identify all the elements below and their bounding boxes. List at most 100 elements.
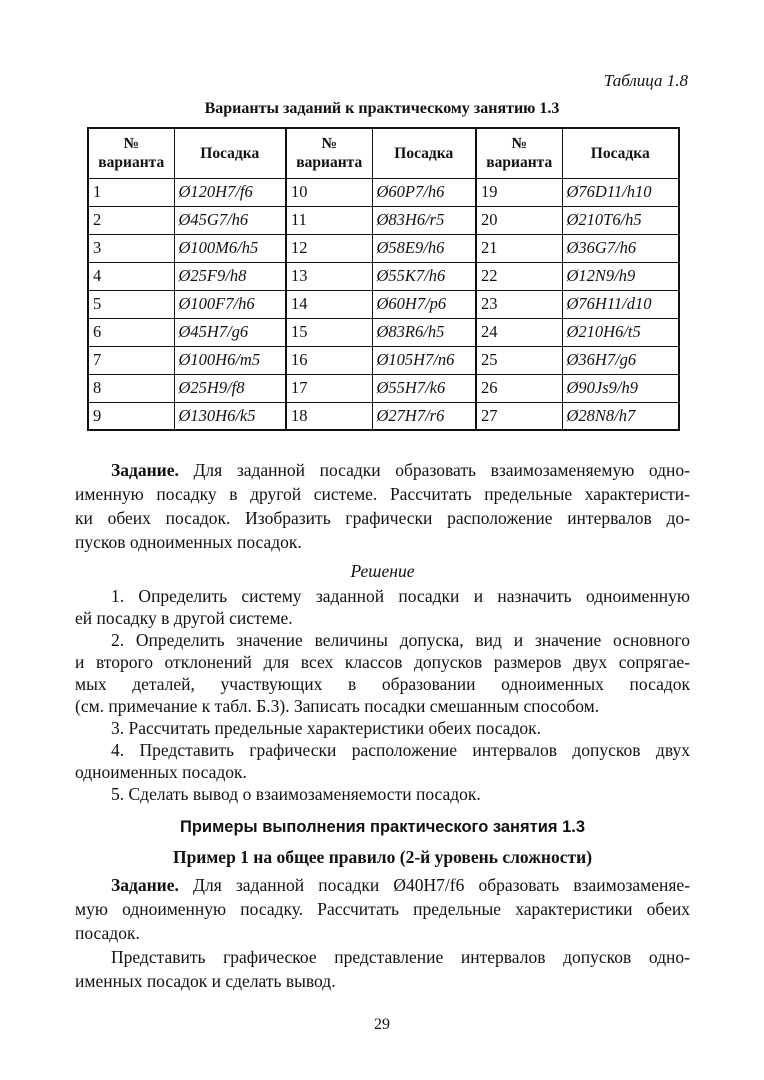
variant-number-cell: 8 (87, 373, 175, 403)
variant-number-cell: 2 (87, 205, 175, 235)
fit-cell: Ø210T6/h5 (561, 205, 680, 235)
table-row: 4 Ø25F9/h8 13 Ø55K7/h6 22 Ø12N9/h9 (87, 261, 680, 291)
table-row: 3 Ø100M6/h5 12 Ø58E9/h6 21 Ø36G7/h6 (87, 233, 680, 263)
fit-cell: Ø100M6/h5 (173, 233, 287, 263)
solution-title: Решение (350, 561, 415, 581)
text-line: именных посадок и сделать вывод. (75, 971, 336, 991)
variants-table: № варианта Посадка № варианта Посадка № вари… (87, 127, 680, 431)
variant-number-cell: 13 (285, 261, 373, 291)
text-line: 2. Определить значение величины допуска,… (111, 630, 690, 650)
variant-number-cell: 15 (285, 317, 373, 347)
variant-number-cell: 24 (475, 317, 563, 347)
fit-cell: Ø105H7/n6 (371, 345, 477, 375)
variant-number-cell: 17 (285, 373, 373, 403)
fit-cell: Ø100F7/h6 (173, 289, 287, 319)
text-line: (см. примечание к табл. Б.3). Записать п… (75, 696, 600, 716)
solution-step: 5. Сделать вывод о взаимозаменяемости по… (75, 783, 690, 805)
fit-cell: Ø210H6/t5 (561, 317, 680, 347)
text-line: пусков одноименных посадок. (75, 532, 302, 552)
fit-cell: Ø36H7/g6 (561, 345, 680, 375)
variant-number-cell: 16 (285, 345, 373, 375)
variant-number-cell: 23 (475, 289, 563, 319)
text-line: 5. Сделать вывод о взаимозаменяемости по… (111, 784, 481, 804)
fit-cell: Ø83R6/h5 (371, 317, 477, 347)
text-line: ей посадку в другой системе. (75, 608, 293, 628)
fit-cell: Ø12N9/h9 (561, 261, 680, 291)
variant-number-cell: 7 (87, 345, 175, 375)
text-line: 1. Определить систему заданной посадки и… (111, 586, 690, 606)
fit-cell: Ø45H7/g6 (173, 317, 287, 347)
text-fragment: Для заданной посадки Ø40H7/f6 образовать… (178, 875, 690, 895)
variant-number-cell: 10 (285, 177, 373, 207)
text-line: ки обеих посадок. Изобразить графически … (75, 508, 690, 528)
variant-number-cell: 9 (87, 401, 175, 431)
fit-cell: Ø90Js9/h9 (561, 373, 680, 403)
fit-cell: Ø25F9/h8 (173, 261, 287, 291)
table-row: 5 Ø100F7/h6 14 Ø60H7/p6 23 Ø76H11/d10 (87, 289, 680, 319)
variant-number-cell: 12 (285, 233, 373, 263)
fit-cell: Ø130H6/k5 (173, 401, 287, 431)
header-variant-number: № варианта (475, 127, 563, 179)
fit-cell: Ø76D11/h10 (561, 177, 680, 207)
variant-number-cell: 21 (475, 233, 563, 263)
fit-cell: Ø83H6/r5 (371, 205, 477, 235)
text-line: Представить графическое представление ин… (111, 947, 690, 967)
variant-number-cell: 11 (285, 205, 373, 235)
text-line: Задание. Для заданной посадки образовать… (75, 458, 690, 482)
table-row: 8 Ø25H9/f8 17 Ø55H7/k6 26 Ø90Js9/h9 (87, 373, 680, 403)
fit-cell: Ø25H9/f8 (173, 373, 287, 403)
text-line: 3. Рассчитать предельные характеристики … (111, 718, 541, 738)
variant-number-cell: 22 (475, 261, 563, 291)
page-number: 29 (374, 1016, 390, 1033)
variant-number-cell: 18 (285, 401, 373, 431)
fit-cell: Ø27H7/r6 (371, 401, 477, 431)
solution-step: 2. Определить значение величины допуска,… (75, 629, 690, 717)
fit-cell: Ø60H7/p6 (371, 289, 477, 319)
text-line: посадок. (75, 923, 140, 943)
task-paragraph: Задание. Для заданной посадки образовать… (75, 458, 690, 554)
fit-cell: Ø76H11/d10 (561, 289, 680, 319)
text-line: 4. Представить графически расположение и… (111, 740, 690, 760)
solution-step: 3. Рассчитать предельные характеристики … (75, 717, 690, 739)
fit-cell: Ø28N8/h7 (561, 401, 680, 431)
variant-number-cell: 3 (87, 233, 175, 263)
fit-cell: Ø45G7/h6 (173, 205, 287, 235)
table-header-row: № варианта Посадка № варианта Посадка № вари… (87, 127, 680, 179)
fit-cell: Ø58E9/h6 (371, 233, 477, 263)
variant-number-cell: 1 (87, 177, 175, 207)
text-fragment: Для заданной посадки образовать взаимоза… (178, 460, 691, 480)
table-number-label: Таблица 1.8 (603, 71, 688, 90)
example1-heading: Пример 1 на общее правило (2-й уровень с… (172, 847, 593, 867)
variant-number-cell: 27 (475, 401, 563, 431)
fit-cell: Ø60P7/h6 (371, 177, 477, 207)
fit-cell: Ø55K7/h6 (371, 261, 477, 291)
table-caption: Варианты заданий к практическому занятию… (204, 100, 560, 117)
variant-number-cell: 19 (475, 177, 563, 207)
text-line: мых деталей, участвующих в образовании о… (75, 674, 690, 694)
header-fit: Посадка (371, 127, 477, 179)
table-row: 9 Ø130H6/k5 18 Ø27H7/r6 27 Ø28N8/h7 (87, 401, 680, 431)
header-variant-number: № варианта (285, 127, 373, 179)
text-line: и второго отклонений для всех классов до… (75, 652, 690, 672)
variant-number-cell: 14 (285, 289, 373, 319)
task-label: Задание. (111, 460, 179, 480)
header-fit: Посадка (561, 127, 680, 179)
text-line: мую одноименную посадку. Рассчитать пред… (75, 899, 690, 919)
example1-task: Задание. Для заданной посадки Ø40H7/f6 о… (75, 873, 690, 993)
table-row: 6 Ø45H7/g6 15 Ø83R6/h5 24 Ø210H6/t5 (87, 317, 680, 347)
example1-paragraph: Представить графическое представление ин… (75, 945, 690, 993)
fit-cell: Ø55H7/k6 (371, 373, 477, 403)
variant-number-cell: 20 (475, 205, 563, 235)
text-line: Задание. Для заданной посадки Ø40H7/f6 о… (75, 873, 690, 897)
text-line: именную посадку в другой системе. Рассчи… (75, 484, 690, 504)
examples-heading: Примеры выполнения практического занятия… (179, 818, 585, 836)
solution-step: 1. Определить систему заданной посадки и… (75, 585, 690, 629)
variant-number-cell: 25 (475, 345, 563, 375)
table-row: 7 Ø100H6/m5 16 Ø105H7/n6 25 Ø36H7/g6 (87, 345, 680, 375)
table-row: 2 Ø45G7/h6 11 Ø83H6/r5 20 Ø210T6/h5 (87, 205, 680, 235)
fit-cell: Ø100H6/m5 (173, 345, 287, 375)
text-line: одноименных посадок. (75, 762, 247, 782)
fit-cell: Ø36G7/h6 (561, 233, 680, 263)
task-label: Задание. (111, 875, 179, 895)
variant-number-cell: 26 (475, 373, 563, 403)
